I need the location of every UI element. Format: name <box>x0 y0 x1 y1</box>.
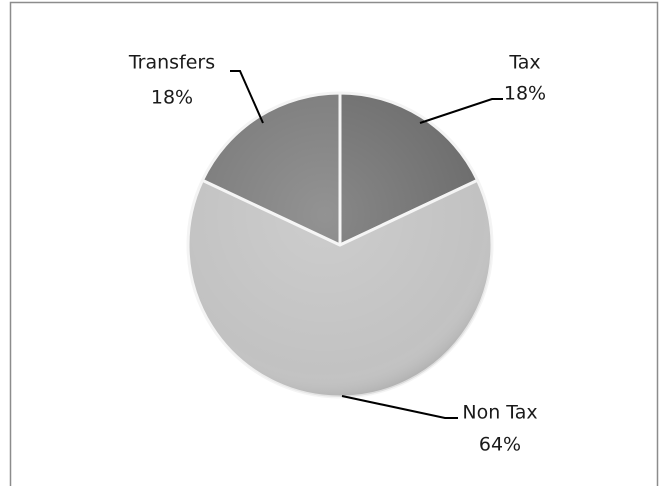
slice-label: Non Tax <box>462 402 537 424</box>
slice-value-label: 64% <box>479 434 521 456</box>
leader-line <box>230 70 264 124</box>
leader-line <box>419 98 503 124</box>
leader-line <box>341 395 458 419</box>
slice-label: Tax <box>508 52 540 74</box>
slice-value-label: 18% <box>504 83 546 105</box>
slice-value-label: 18% <box>151 87 193 109</box>
slice-label: Transfers <box>128 52 215 74</box>
